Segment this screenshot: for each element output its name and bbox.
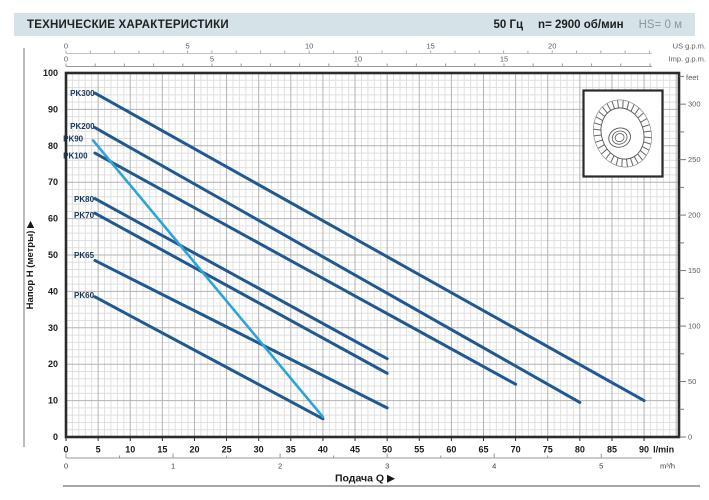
- x-axis-title: Подача Q ▶: [335, 473, 396, 485]
- y-axis-meters: 0 10 20 30 40 50 60 70 80 90 100 Напор H (метры) ▶: [25, 68, 58, 442]
- svg-text:15: 15: [426, 42, 434, 51]
- plot-frame: [64, 71, 681, 439]
- frequency-value: 50 Гц: [493, 18, 524, 31]
- svg-text:2: 2: [278, 462, 282, 471]
- svg-text:20: 20: [189, 445, 199, 455]
- svg-text:85: 85: [607, 445, 617, 455]
- curve-PK65: [93, 258, 389, 410]
- label-PK70: PK70: [74, 211, 95, 220]
- x-axis-m3h: 0 1 2 3 4 5 m³/h: [64, 453, 675, 471]
- curve-PK100: [93, 151, 518, 386]
- svg-text:10: 10: [305, 42, 313, 51]
- svg-text:0: 0: [53, 432, 58, 442]
- svg-text:30: 30: [48, 323, 58, 333]
- label-PK200: PK200: [70, 122, 95, 131]
- svg-text:5: 5: [210, 55, 214, 64]
- svg-text:20: 20: [48, 359, 58, 369]
- svg-text:45: 45: [350, 445, 360, 455]
- svg-text:10: 10: [125, 445, 135, 455]
- svg-text:5: 5: [599, 462, 603, 471]
- curve-PK60: [93, 295, 325, 421]
- svg-text:50: 50: [382, 445, 392, 455]
- curve-PK80: [93, 197, 389, 361]
- svg-text:300: 300: [688, 100, 701, 109]
- svg-text:15: 15: [500, 55, 508, 64]
- svg-text:0: 0: [64, 462, 68, 471]
- label-PK60: PK60: [74, 291, 95, 300]
- svg-text:40: 40: [48, 286, 58, 296]
- series-curves: [91, 91, 646, 421]
- svg-text:10: 10: [48, 396, 58, 406]
- label-PK90: PK90: [63, 134, 84, 143]
- svg-text:100: 100: [688, 322, 701, 331]
- curve-PK90: [91, 139, 325, 419]
- svg-text:5: 5: [185, 42, 189, 51]
- svg-text:10: 10: [354, 55, 362, 64]
- svg-text:35: 35: [286, 445, 296, 455]
- svg-text:80: 80: [575, 445, 585, 455]
- svg-text:200: 200: [688, 211, 701, 220]
- svg-text:150: 150: [688, 266, 701, 275]
- speed-value: n= 2900 об/мин: [538, 18, 624, 31]
- svg-text:70: 70: [511, 445, 521, 455]
- feet-unit: feet: [686, 73, 699, 82]
- svg-text:65: 65: [478, 445, 488, 455]
- svg-text:0: 0: [688, 433, 692, 442]
- x-axis-lmin: 0 5 10 15 20 25 30 35 40 45 50 55 60 65 70 75 80 85 90 l/mi…: [63, 437, 674, 455]
- svg-text:1: 1: [171, 462, 175, 471]
- svg-text:90: 90: [639, 445, 649, 455]
- svg-text:60: 60: [446, 445, 456, 455]
- svg-text:100: 100: [43, 68, 58, 78]
- impeller-inset: [582, 89, 664, 178]
- label-PK100: PK100: [63, 151, 88, 160]
- y-axis-feet: 0 50 100 150 200 250 300 feet: [679, 73, 701, 442]
- x-axis-us-gpm: 0 5 10 15 20 US g.p.m.: [64, 42, 706, 54]
- imp-gpm-unit: Imp. g.p.m.: [668, 55, 706, 64]
- lmin-unit: l/min: [653, 445, 674, 455]
- label-PK80: PK80: [74, 195, 95, 204]
- svg-text:20: 20: [548, 42, 556, 51]
- header-bar: ТЕХНИЧЕСКИЕ ХАРАКТЕРИСТИКИ 50 Гц n= 2900…: [14, 13, 695, 36]
- svg-text:60: 60: [48, 214, 58, 224]
- page-title: ТЕХНИЧЕСКИЕ ХАРАКТЕРИСТИКИ: [27, 18, 229, 31]
- impeller-icon: [593, 99, 652, 168]
- svg-text:90: 90: [48, 104, 58, 114]
- svg-text:40: 40: [318, 445, 328, 455]
- svg-text:55: 55: [414, 445, 424, 455]
- x-axis-imp-gpm: 0 5 10 15 Imp. g.p.m.: [64, 55, 706, 67]
- suction-head-value: HS= 0 м: [638, 18, 682, 31]
- svg-text:70: 70: [48, 177, 58, 187]
- y-axis-title: Напор H (метры) ▶: [25, 220, 36, 309]
- us-gpm-unit: US g.p.m.: [673, 42, 706, 51]
- svg-text:3: 3: [385, 462, 389, 471]
- curve-PK300: [93, 91, 646, 403]
- svg-text:4: 4: [492, 462, 496, 471]
- svg-text:80: 80: [48, 141, 58, 151]
- svg-text:0: 0: [64, 55, 68, 64]
- m3h-unit: m³/h: [660, 462, 675, 471]
- label-PK65: PK65: [74, 251, 95, 260]
- label-PK300: PK300: [70, 89, 95, 98]
- svg-text:15: 15: [157, 445, 167, 455]
- series-labels: PK300 PK200 PK100 PK80 PK70 PK65 PK60 PK90: [63, 89, 95, 300]
- svg-text:50: 50: [688, 377, 696, 386]
- svg-text:75: 75: [543, 445, 553, 455]
- svg-text:25: 25: [222, 445, 232, 455]
- svg-text:250: 250: [688, 155, 701, 164]
- curve-PK200: [93, 126, 582, 404]
- svg-text:30: 30: [254, 445, 264, 455]
- svg-text:50: 50: [48, 250, 58, 260]
- svg-text:0: 0: [64, 42, 68, 51]
- curve-PK70: [93, 211, 389, 375]
- svg-text:5: 5: [96, 445, 101, 455]
- svg-text:0: 0: [63, 445, 68, 455]
- header-specs: 50 Гц n= 2900 об/мин HS= 0 м: [493, 19, 682, 31]
